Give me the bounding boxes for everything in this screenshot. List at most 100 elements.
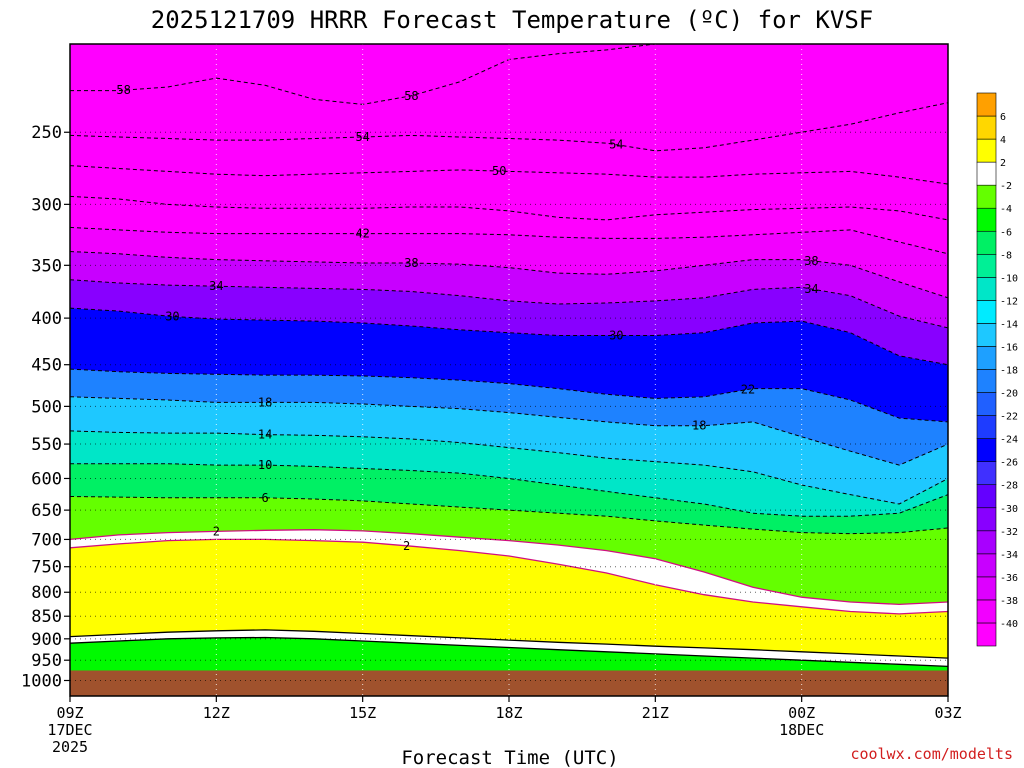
colorbar-swatch	[976, 461, 997, 486]
colorbar-tick-label: -14	[1000, 319, 1018, 330]
colorbar-swatch	[976, 253, 997, 278]
colorbar-swatch	[976, 392, 997, 416]
colorbar-swatch	[976, 323, 997, 347]
colorbar-swatch	[976, 207, 997, 232]
colorbar-tick-label: -4	[1000, 204, 1012, 215]
colorbar-swatch	[976, 507, 997, 532]
colorbar-tick-label: -24	[1000, 435, 1018, 446]
contour-label: 30	[609, 329, 623, 343]
y-tick-label: 450	[31, 356, 62, 376]
colorbar-tick-label: -2	[1000, 181, 1012, 192]
grid-lines	[70, 44, 948, 696]
colorbar-tick-label: -40	[1000, 619, 1018, 630]
warm-layer-fill	[70, 539, 948, 659]
colorbar-tick-label: -26	[1000, 458, 1018, 469]
y-tick-label: 300	[31, 195, 62, 215]
colorbar-tick-label: 4	[1000, 135, 1006, 146]
credit-text: coolwx.com/modelts	[850, 745, 1013, 763]
temperature-band	[70, 430, 948, 517]
y-tick-label: 850	[31, 607, 62, 627]
colorbar-swatch	[976, 161, 997, 186]
y-tick-label: 950	[31, 651, 62, 671]
colorbar-tick-label: 6	[1000, 112, 1006, 123]
colorbar-swatch	[976, 622, 997, 647]
colorbar-swatch	[976, 300, 997, 324]
colorbar-tick-label: -22	[1000, 412, 1018, 423]
colorbar-swatch	[976, 369, 997, 393]
y-tick-label: 900	[31, 630, 62, 650]
y-tick-label: 550	[31, 435, 62, 455]
colorbar-tick-label: -30	[1000, 504, 1018, 515]
colorbar-tick-label: -38	[1000, 596, 1018, 607]
x-tick-label: 21Z	[642, 704, 669, 722]
contour-label: 42	[355, 227, 369, 241]
temperature-band	[70, 396, 948, 504]
contour-label: 22	[741, 382, 755, 396]
contour-label: 54	[609, 138, 623, 152]
contour-label: 54	[355, 130, 369, 144]
y-tick-label: 250	[31, 123, 62, 143]
colorbar-tick-label: -12	[1000, 296, 1018, 307]
contour-label: 58	[116, 83, 130, 97]
contour-label: 10	[258, 458, 272, 472]
chart-title: 2025121709 HRRR Forecast Temperature (ºC…	[151, 6, 873, 34]
contour-label: 50	[492, 164, 506, 178]
colorbar-tick-label: -28	[1000, 481, 1018, 492]
colorbar-swatch	[976, 230, 997, 255]
colorbar-tick-label: 2	[1000, 158, 1006, 169]
colorbar-swatch	[976, 92, 997, 117]
colorbar-tick-label: -8	[1000, 250, 1012, 261]
contour-label: 38	[804, 254, 818, 268]
y-tick-label: 350	[31, 256, 62, 276]
x-tick-label: 15Z	[349, 704, 376, 722]
colorbar-swatch	[976, 277, 997, 301]
x-tick-label: 00Z	[788, 704, 815, 722]
colorbar-swatch	[976, 415, 997, 439]
x-tick-date-label: 17DEC	[47, 721, 92, 739]
x-tick-label: 18Z	[495, 704, 522, 722]
temperature-band	[70, 496, 948, 605]
colorbar-tick-label: -34	[1000, 550, 1018, 561]
isotherm-line	[70, 396, 948, 466]
contour-label: 18	[258, 395, 272, 409]
contour-label: 34	[804, 282, 818, 296]
y-tick-label: 700	[31, 530, 62, 550]
colorbar-swatch	[976, 138, 997, 163]
contour-label: 6	[261, 491, 268, 505]
contour-label: 34	[209, 279, 223, 293]
two-degree-line	[70, 629, 948, 659]
y-tick-label: 500	[31, 397, 62, 417]
colorbar-swatch	[976, 484, 997, 509]
y-tick-label: 800	[31, 583, 62, 603]
contour-label: 18	[692, 419, 706, 433]
x-axis-label: Forecast Time (UTC)	[401, 747, 618, 768]
colorbar-tick-label: -10	[1000, 273, 1018, 284]
temperature-band	[70, 279, 948, 365]
temperature-band	[70, 227, 948, 298]
contour-label: 2	[213, 524, 220, 538]
colorbar-swatch	[976, 553, 997, 578]
colorbar: -40-38-36-34-32-30-28-26-24-22-20-18-16-…	[976, 92, 1018, 647]
contour-label: 2	[403, 539, 410, 553]
contour-label: 14	[258, 428, 272, 442]
x-tick-date-label: 18DEC	[779, 721, 824, 739]
x-tick-label: 09Z	[56, 704, 83, 722]
colorbar-tick-label: -16	[1000, 342, 1018, 353]
two-degree-line	[70, 636, 948, 668]
colorbar-swatch	[976, 115, 997, 140]
y-axis: 250 300 350 400 450 500 550 600 650 700 750 800 850 9…	[21, 123, 70, 691]
contour-label: 58	[404, 89, 418, 103]
colorbar-swatch	[976, 346, 997, 370]
colorbar-swatch	[976, 576, 997, 601]
y-tick-label: 1000	[21, 671, 62, 691]
colorbar-tick-label: -6	[1000, 227, 1012, 238]
contour-label: 30	[165, 309, 179, 323]
zero-isotherm-line	[70, 529, 948, 606]
colorbar-swatch	[976, 530, 997, 555]
colorbar-swatch	[976, 184, 997, 209]
x-tick-label: 03Z	[934, 704, 961, 722]
y-tick-label: 600	[31, 469, 62, 489]
